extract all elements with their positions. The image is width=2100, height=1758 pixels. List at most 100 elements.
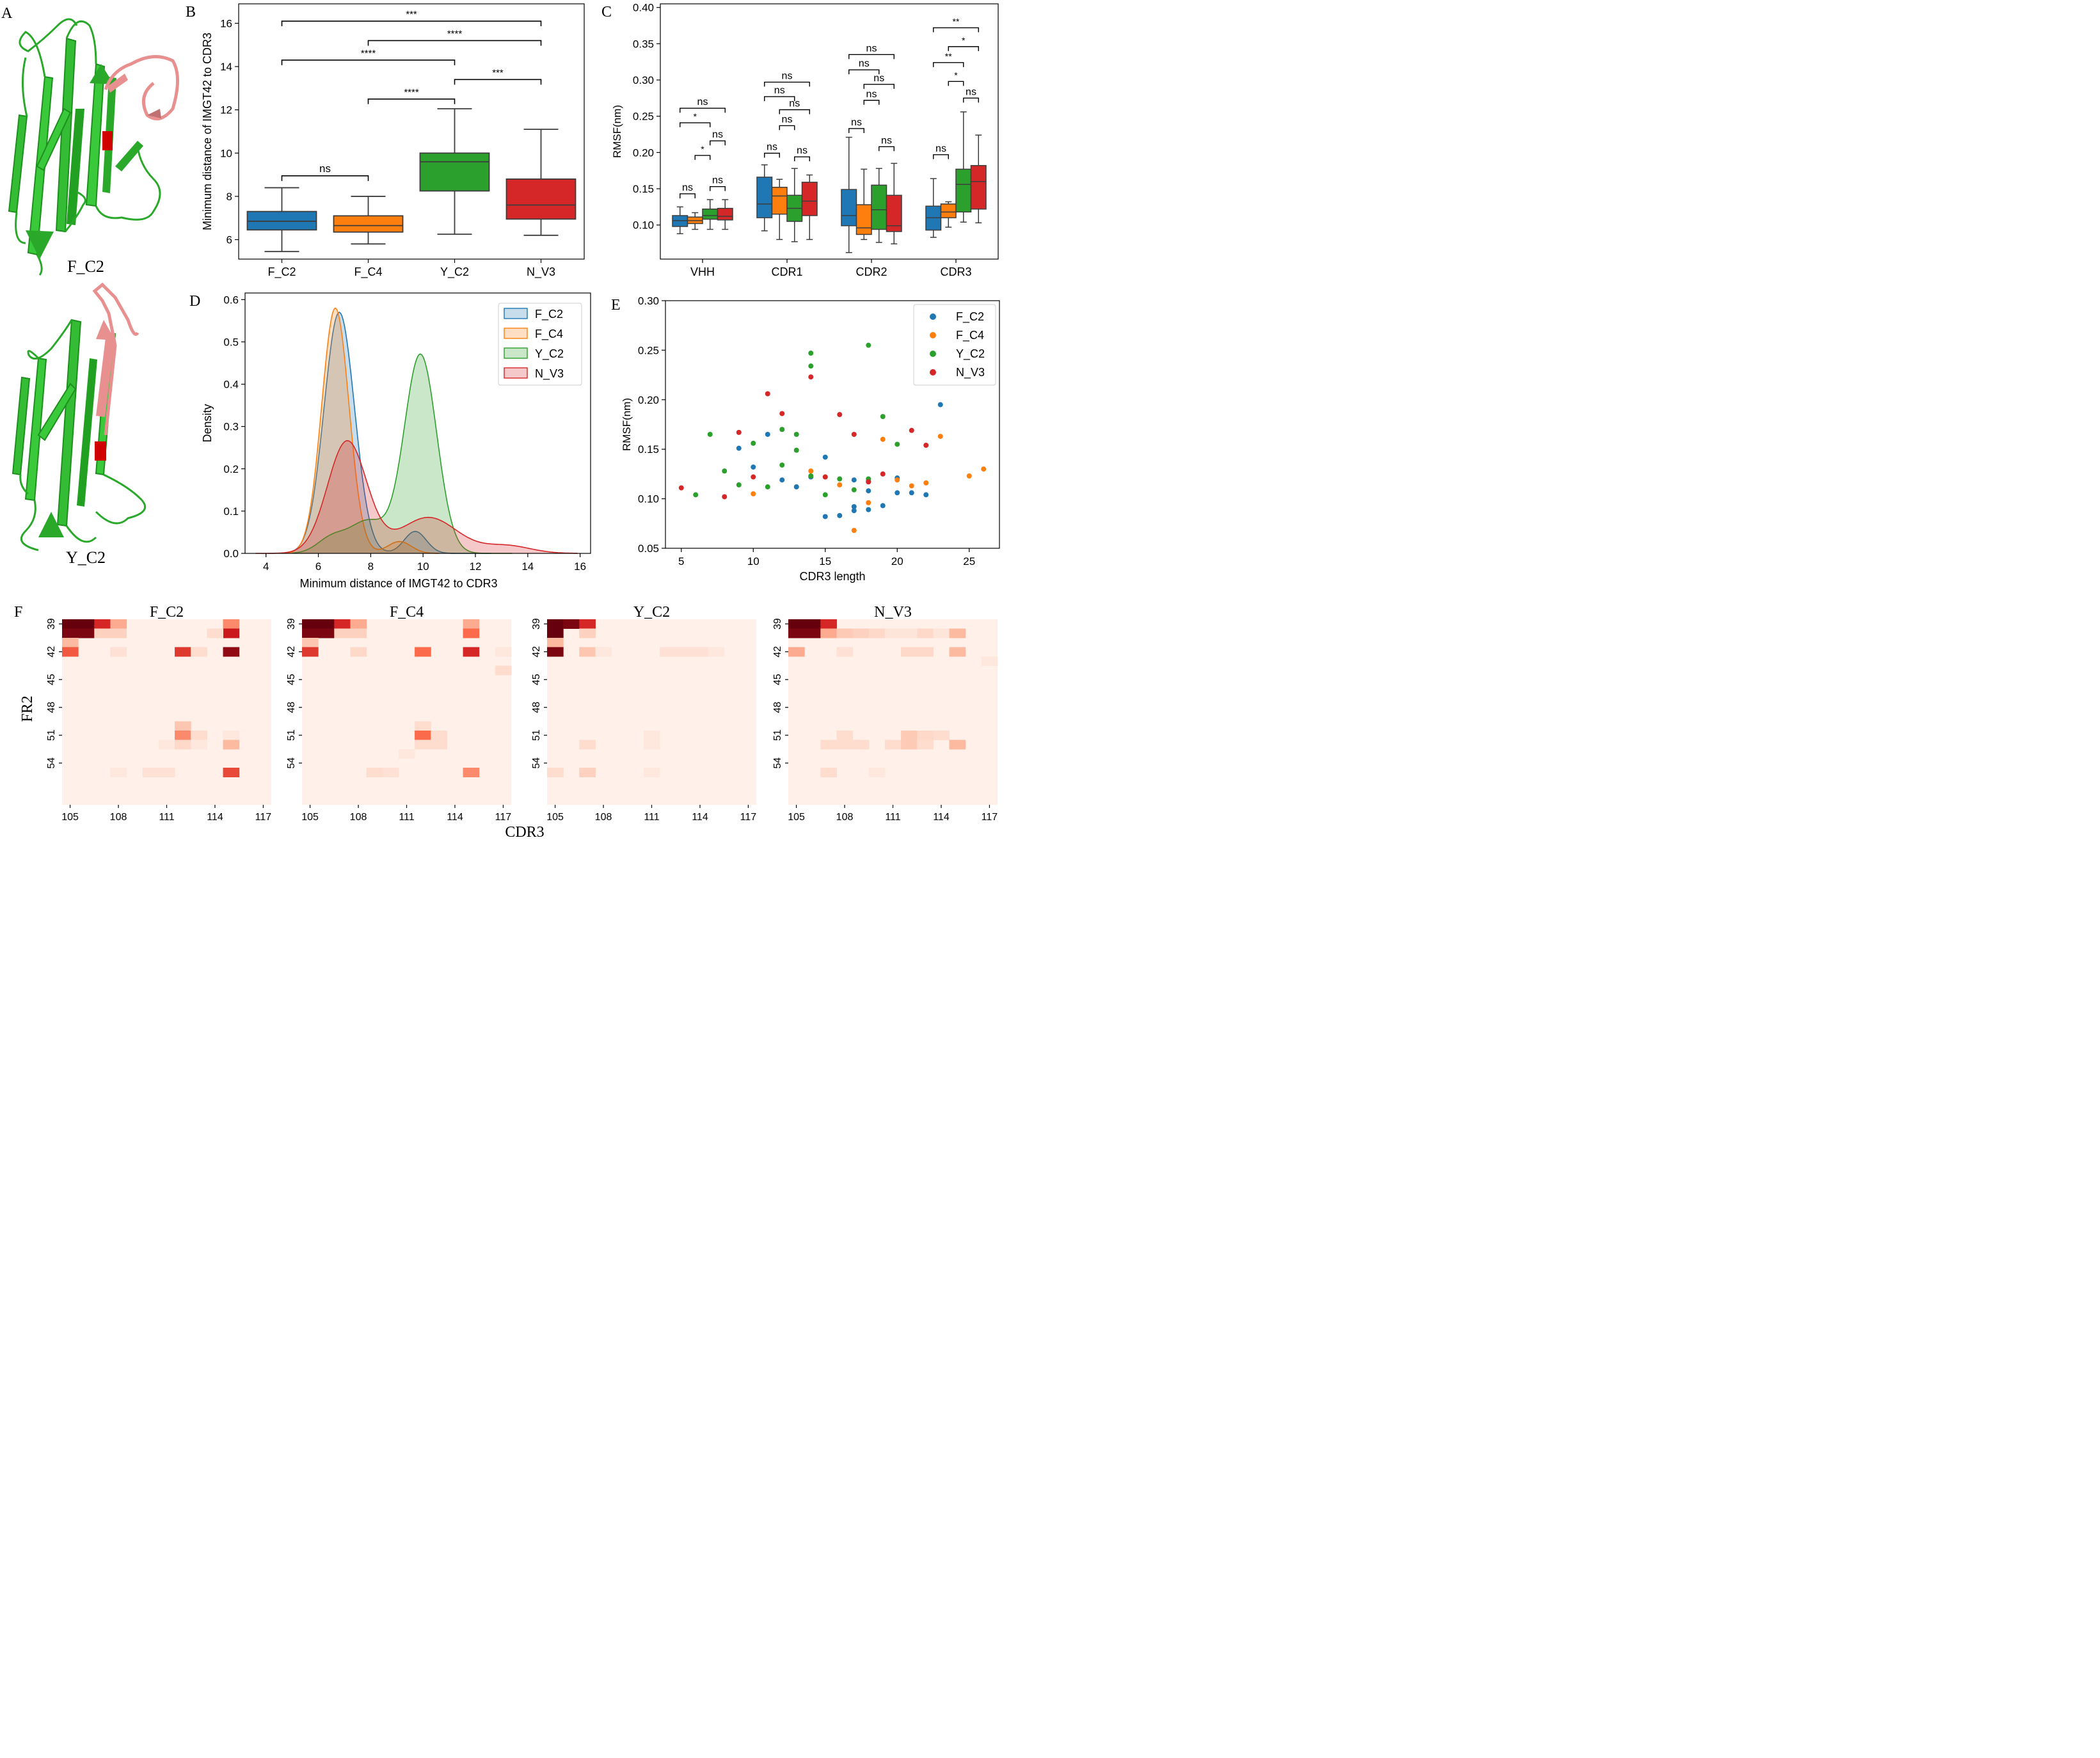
significance-bracket xyxy=(948,81,964,86)
heatmap-cell xyxy=(643,740,660,750)
significance-label: ns xyxy=(782,114,793,125)
significance-label: ns xyxy=(866,89,877,100)
heatmap-cell xyxy=(836,628,854,638)
heatmap-cell xyxy=(917,647,934,657)
heatmap-cell xyxy=(820,768,837,777)
heatmap-cell xyxy=(62,638,79,647)
heatmap-cell xyxy=(223,619,240,629)
heatmap-cell xyxy=(933,731,950,740)
scatter-point-f_c2 xyxy=(851,503,857,509)
structure-label-bottom: Y_C2 xyxy=(66,548,106,567)
heatmap-cell xyxy=(547,628,564,638)
y-tick-label: 0.40 xyxy=(633,2,654,14)
y-tick-label: 6 xyxy=(227,234,232,246)
significance-label: **** xyxy=(404,87,419,98)
scatter-point-f_c4 xyxy=(880,436,886,442)
heatmap-cell xyxy=(302,638,319,647)
x-tick-label: 16 xyxy=(574,560,586,573)
y-tick-label: 14 xyxy=(220,61,232,73)
y-tick-label: 0.6 xyxy=(223,294,239,306)
x-axis-label: CDR3 xyxy=(505,824,544,840)
x-tick-label: 105 xyxy=(61,812,79,823)
x-tick-label: 111 xyxy=(159,812,174,823)
scatter-point-y_c2 xyxy=(793,431,799,437)
significance-bracket xyxy=(848,69,880,75)
x-tick-label: CDR1 xyxy=(771,265,802,278)
significance-label: ns xyxy=(859,58,870,69)
scatter-point-f_c2 xyxy=(779,477,785,483)
box-cdr3-n_v3 xyxy=(970,165,987,210)
legend-box xyxy=(498,303,582,386)
heatmap-n_v3: N_V3 39 42 45 48 51 54 105 108 111 114 117 xyxy=(772,604,998,823)
x-tick-label: 6 xyxy=(315,560,321,573)
heatmap-title: F_C4 xyxy=(390,604,424,621)
heatmap-cell xyxy=(142,768,159,777)
x-tick-label: 117 xyxy=(495,812,512,823)
beta-strands xyxy=(12,319,116,537)
y-tick-label: 12 xyxy=(220,104,232,116)
heatmap-cell xyxy=(836,647,854,657)
beta-strands xyxy=(8,37,143,259)
scatter-point-y_c2 xyxy=(866,342,871,348)
heatmap-title: Y_C2 xyxy=(633,604,670,621)
x-tick-label: 20 xyxy=(891,555,903,567)
legend-label: Y_C2 xyxy=(535,347,564,361)
y-tick-label: 16 xyxy=(220,17,232,29)
y-tick-label: 0.0 xyxy=(223,548,239,560)
y-tick-label: 0.1 xyxy=(223,505,239,518)
y-axis-label: FR2 xyxy=(19,695,36,722)
plot-frame xyxy=(238,3,585,260)
significance-label: **** xyxy=(361,48,376,59)
significance-label: ns xyxy=(866,43,877,54)
heatmap-cell xyxy=(660,647,676,657)
heatmap-cell xyxy=(62,619,79,629)
heatmap-cell xyxy=(820,619,837,629)
x-tick-label: 111 xyxy=(644,812,659,823)
cdr3-loop xyxy=(92,282,139,436)
heatmap-cell xyxy=(415,721,431,731)
scatter-point-y_c2 xyxy=(751,440,756,446)
box-y_c2 xyxy=(419,152,490,192)
scatter-point-n_v3 xyxy=(736,429,742,435)
y-tick-label: 45 xyxy=(286,674,297,685)
significance-bracket xyxy=(367,98,456,104)
x-tick-label: 14 xyxy=(521,560,534,573)
x-tick-label: 12 xyxy=(470,560,482,573)
y-tick-label: 45 xyxy=(531,674,542,685)
scatter-point-n_v3 xyxy=(822,474,828,480)
x-tick-label: 25 xyxy=(963,555,975,567)
scatter-point-f_c2 xyxy=(851,508,857,514)
significance-bracket xyxy=(863,100,880,105)
y-tick-label: 39 xyxy=(46,618,57,630)
heatmap-cell xyxy=(547,619,564,629)
y-tick-label: 48 xyxy=(286,702,297,713)
significance-bracket xyxy=(933,27,979,33)
significance-label: ns xyxy=(767,142,777,153)
y-tick-label: 0.30 xyxy=(638,295,659,307)
scatter-point-y_c2 xyxy=(765,484,770,490)
heatmap-cell xyxy=(692,647,709,657)
y-tick-label: 0.3 xyxy=(223,421,239,433)
y-tick-label: 0.35 xyxy=(633,38,654,50)
heatmap-cell xyxy=(788,619,805,629)
box-cdr1-f_c2 xyxy=(756,177,773,219)
heatmap-cell xyxy=(917,731,934,740)
scatter-point-f_c2 xyxy=(923,492,929,498)
x-tick-label: CDR2 xyxy=(855,265,887,278)
y-tick-label: 42 xyxy=(531,646,542,658)
heatmap-cell xyxy=(579,619,596,629)
x-tick-label: 108 xyxy=(836,812,854,823)
legend-marker xyxy=(930,369,936,376)
structure-label-top: F_C2 xyxy=(67,257,104,276)
x-tick-label: 111 xyxy=(399,812,414,823)
heatmap-f_c2: F_C2 39 42 45 48 51 54 105 108 111 114 117 xyxy=(46,604,271,823)
significance-bracket xyxy=(694,155,711,160)
imgt42-site xyxy=(102,131,113,150)
heatmap-cell xyxy=(62,628,79,638)
significance-label: ns xyxy=(697,97,708,107)
x-tick-label: 105 xyxy=(301,812,319,823)
significance-label: **** xyxy=(447,28,463,39)
scatter-point-n_v3 xyxy=(722,494,728,500)
heatmap-cell xyxy=(110,619,127,629)
y-tick-label: 0.15 xyxy=(633,183,654,195)
